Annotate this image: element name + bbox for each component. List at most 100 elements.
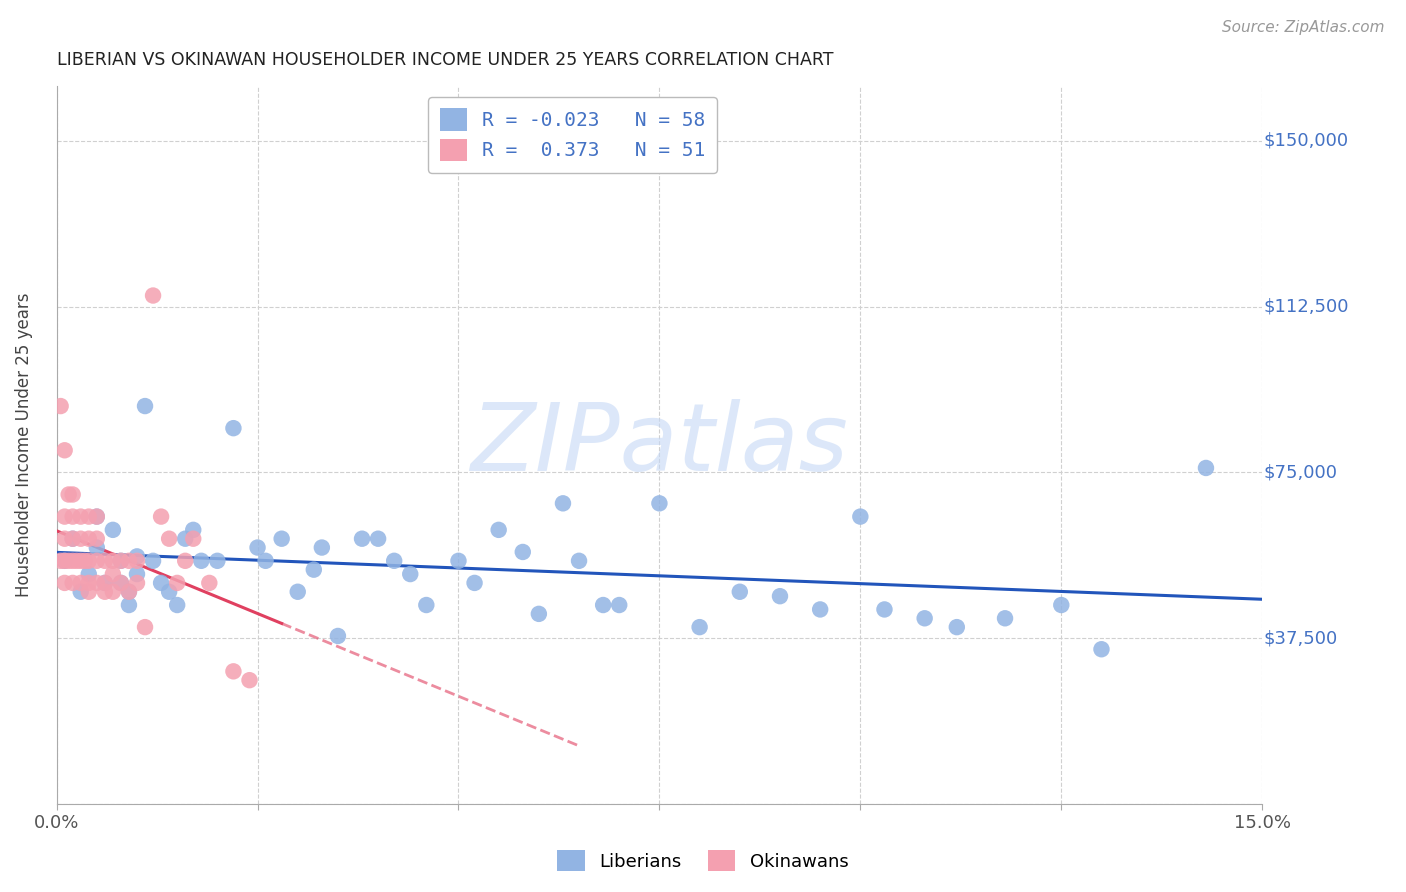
Point bbox=[238, 673, 260, 688]
Point bbox=[94, 584, 117, 599]
Point bbox=[174, 532, 197, 546]
Point bbox=[512, 545, 534, 559]
Point bbox=[101, 584, 124, 599]
Point bbox=[101, 523, 124, 537]
Point bbox=[77, 532, 100, 546]
Point bbox=[769, 589, 792, 603]
Point bbox=[69, 575, 91, 590]
Point bbox=[69, 509, 91, 524]
Point bbox=[86, 541, 108, 555]
Point bbox=[1090, 642, 1112, 657]
Point bbox=[58, 554, 80, 568]
Point bbox=[125, 554, 148, 568]
Point bbox=[254, 554, 277, 568]
Point bbox=[198, 575, 221, 590]
Point bbox=[568, 554, 591, 568]
Point bbox=[73, 554, 96, 568]
Text: $112,500: $112,500 bbox=[1264, 298, 1348, 316]
Point bbox=[270, 532, 292, 546]
Point bbox=[53, 554, 76, 568]
Point bbox=[62, 509, 84, 524]
Point bbox=[69, 584, 91, 599]
Point bbox=[150, 575, 173, 590]
Point bbox=[222, 665, 245, 679]
Point bbox=[689, 620, 711, 634]
Point bbox=[77, 509, 100, 524]
Point bbox=[367, 532, 389, 546]
Point bbox=[551, 496, 574, 510]
Point bbox=[53, 443, 76, 458]
Point bbox=[166, 575, 188, 590]
Point bbox=[399, 567, 422, 582]
Point bbox=[994, 611, 1017, 625]
Point bbox=[62, 487, 84, 501]
Point bbox=[914, 611, 936, 625]
Point bbox=[350, 532, 373, 546]
Point bbox=[101, 567, 124, 582]
Point bbox=[62, 575, 84, 590]
Point bbox=[134, 620, 156, 634]
Point bbox=[86, 575, 108, 590]
Point bbox=[287, 584, 309, 599]
Point bbox=[464, 575, 486, 590]
Point bbox=[86, 509, 108, 524]
Point bbox=[62, 532, 84, 546]
Point bbox=[77, 575, 100, 590]
Point bbox=[728, 584, 751, 599]
Point bbox=[110, 554, 132, 568]
Point bbox=[118, 598, 141, 612]
Point bbox=[53, 554, 76, 568]
Point bbox=[488, 523, 510, 537]
Point bbox=[110, 554, 132, 568]
Point bbox=[110, 575, 132, 590]
Point bbox=[849, 509, 872, 524]
Text: Source: ZipAtlas.com: Source: ZipAtlas.com bbox=[1222, 20, 1385, 35]
Point bbox=[174, 554, 197, 568]
Point bbox=[62, 554, 84, 568]
Point bbox=[118, 554, 141, 568]
Point bbox=[94, 575, 117, 590]
Point bbox=[118, 584, 141, 599]
Point bbox=[77, 567, 100, 582]
Point bbox=[94, 554, 117, 568]
Text: $75,000: $75,000 bbox=[1264, 463, 1337, 482]
Point bbox=[94, 575, 117, 590]
Point bbox=[58, 487, 80, 501]
Point bbox=[326, 629, 349, 643]
Point bbox=[49, 554, 72, 568]
Point bbox=[62, 532, 84, 546]
Point bbox=[86, 532, 108, 546]
Text: ZIPatlas: ZIPatlas bbox=[471, 400, 848, 491]
Text: $150,000: $150,000 bbox=[1264, 132, 1348, 150]
Point bbox=[69, 532, 91, 546]
Point bbox=[125, 567, 148, 582]
Point bbox=[648, 496, 671, 510]
Point bbox=[808, 602, 831, 616]
Point bbox=[49, 399, 72, 413]
Point bbox=[873, 602, 896, 616]
Point bbox=[142, 554, 165, 568]
Point bbox=[86, 554, 108, 568]
Point bbox=[246, 541, 269, 555]
Point bbox=[592, 598, 614, 612]
Point bbox=[86, 509, 108, 524]
Point bbox=[66, 554, 89, 568]
Point bbox=[946, 620, 969, 634]
Point bbox=[207, 554, 229, 568]
Point bbox=[302, 563, 325, 577]
Point bbox=[415, 598, 437, 612]
Point bbox=[181, 532, 204, 546]
Point bbox=[53, 509, 76, 524]
Point bbox=[77, 554, 100, 568]
Point bbox=[222, 421, 245, 435]
Point bbox=[447, 554, 470, 568]
Point bbox=[527, 607, 550, 621]
Point bbox=[53, 532, 76, 546]
Point bbox=[118, 584, 141, 599]
Point bbox=[53, 575, 76, 590]
Point bbox=[382, 554, 405, 568]
Y-axis label: Householder Income Under 25 years: Householder Income Under 25 years bbox=[15, 293, 32, 597]
Point bbox=[110, 575, 132, 590]
Point bbox=[1050, 598, 1073, 612]
Point bbox=[101, 554, 124, 568]
